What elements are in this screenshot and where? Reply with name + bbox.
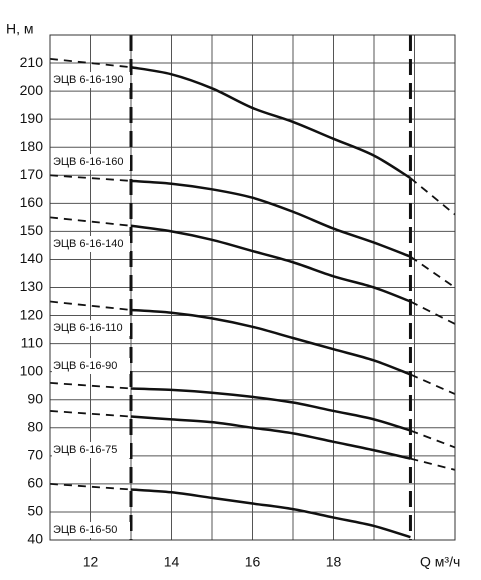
- series-label: ЭЦВ 6-16-50: [53, 524, 117, 536]
- label-bg: [52, 154, 130, 170]
- label-bg: [52, 236, 130, 252]
- x-tick-label: 18: [326, 554, 342, 570]
- curve: [130, 488, 411, 539]
- y-tick-label: 40: [27, 531, 43, 547]
- curve-extension: [49, 410, 132, 418]
- series-label: ЭЦВ 6-16-190: [53, 74, 123, 86]
- label-bg: [52, 442, 130, 458]
- series-label: ЭЦВ 6-16-90: [53, 360, 117, 372]
- y-tick-label: 60: [27, 475, 43, 491]
- curve-extension: [49, 57, 132, 69]
- curve-extension: [49, 216, 132, 227]
- y-tick-label: 80: [27, 418, 43, 434]
- label-bg: [52, 358, 130, 374]
- series-label: ЭЦВ 6-16-75: [53, 444, 117, 456]
- curve: [130, 308, 411, 376]
- curve-extension: [49, 300, 132, 311]
- curve-extension: [49, 482, 132, 491]
- y-tick-label: 50: [27, 503, 43, 519]
- series-label: ЭЦВ 6-16-160: [53, 156, 123, 168]
- curve-extension: [410, 373, 456, 395]
- y-axis-label: H, м: [6, 21, 34, 37]
- series-label: ЭЦВ 6-16-110: [53, 322, 123, 334]
- y-tick-label: 160: [20, 194, 44, 210]
- y-tick-label: 130: [20, 278, 44, 294]
- y-tick-label: 200: [20, 82, 44, 98]
- y-tick-label: 100: [20, 362, 44, 378]
- curve: [130, 415, 411, 460]
- curve: [130, 179, 411, 258]
- plot-border: [49, 34, 456, 541]
- label-bg: [52, 320, 130, 336]
- y-tick-label: 150: [20, 222, 44, 238]
- curve: [130, 387, 411, 432]
- x-tick-label: 16: [245, 554, 261, 570]
- curve-extension: [409, 177, 456, 216]
- curve-extension: [49, 174, 132, 182]
- y-tick-label: 190: [20, 110, 44, 126]
- y-tick-label: 90: [27, 390, 43, 406]
- curve-extension: [409, 255, 456, 289]
- x-tick-label: 14: [164, 554, 180, 570]
- y-tick-label: 170: [20, 166, 44, 182]
- x-axis-label: Q м³/ч: [420, 554, 460, 570]
- curve-extension: [49, 381, 132, 390]
- curve-extension: [410, 429, 456, 449]
- y-tick-label: 180: [20, 138, 44, 154]
- y-tick-label: 110: [21, 334, 44, 350]
- x-tick-label: 12: [83, 554, 99, 570]
- curve: [130, 224, 411, 303]
- label-bg: [52, 72, 130, 88]
- y-tick-label: 140: [20, 250, 44, 266]
- curve-extension: [410, 300, 456, 325]
- y-tick-label: 120: [20, 306, 44, 322]
- series-label: ЭЦВ 6-16-140: [53, 238, 123, 250]
- y-tick-label: 210: [20, 54, 44, 70]
- label-bg: [52, 522, 130, 538]
- y-tick-label: 70: [27, 447, 43, 463]
- curve-extension: [410, 457, 456, 471]
- curve: [130, 66, 412, 180]
